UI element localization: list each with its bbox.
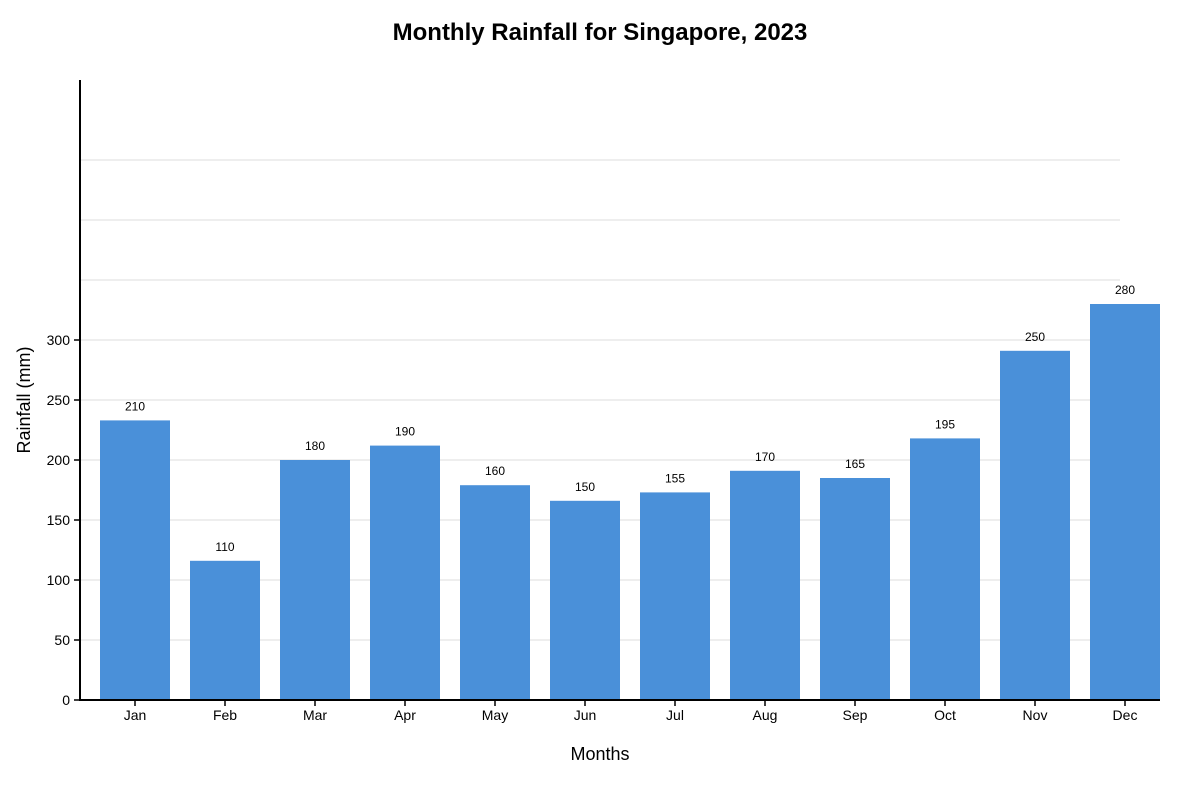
y-tick-label: 150: [47, 512, 71, 528]
x-tick-label-nov: Nov: [1023, 707, 1048, 723]
y-tick-label: 0: [62, 692, 70, 708]
y-tick-label: 300: [47, 332, 71, 348]
x-tick-label-aug: Aug: [753, 707, 778, 723]
x-axis-title: Months: [570, 744, 629, 764]
bar-sep: [820, 478, 890, 700]
bar-oct: [910, 438, 980, 700]
x-tick-label-oct: Oct: [934, 707, 956, 723]
data-label-jan: 210: [125, 399, 145, 413]
x-tick-label-jul: Jul: [666, 707, 684, 723]
data-label-aug: 170: [755, 450, 775, 464]
x-tick-label-feb: Feb: [213, 707, 237, 723]
bar-dec: [1090, 304, 1160, 700]
bar-mar: [280, 460, 350, 700]
data-label-jul: 155: [665, 471, 685, 485]
x-tick-label-dec: Dec: [1113, 707, 1138, 723]
x-tick-label-may: May: [482, 707, 508, 723]
y-tick-label: 200: [47, 452, 71, 468]
x-tick-label-mar: Mar: [303, 707, 327, 723]
bar-aug: [730, 470, 800, 700]
bar-jul: [640, 492, 710, 700]
data-label-feb: 110: [215, 540, 234, 554]
y-tick-label: 250: [47, 392, 71, 408]
axes: [74, 80, 1160, 706]
bar-apr: [370, 445, 440, 700]
data-labels: 210 110 180 190 160 150 155 170 165 195 250 280: [125, 283, 1135, 554]
data-label-apr: 190: [395, 425, 415, 439]
y-tick-label: 50: [54, 632, 70, 648]
x-tick-label-jan: Jan: [124, 707, 147, 723]
data-label-sep: 165: [845, 457, 865, 471]
x-tick-label-apr: Apr: [394, 707, 416, 723]
data-label-mar: 180: [305, 439, 325, 453]
data-label-nov: 250: [1025, 330, 1045, 344]
bar-jun: [550, 500, 620, 700]
bar-jan: [100, 420, 170, 700]
bar-feb: [190, 560, 260, 700]
bars: [100, 304, 1160, 700]
data-label-jun: 150: [575, 480, 595, 494]
tick-labels: 0 50 100 150 200 250 300 Jan Feb Mar Apr May Jun Jul A…: [47, 332, 1138, 723]
y-tick-label: 100: [47, 572, 71, 588]
data-label-oct: 195: [935, 417, 955, 431]
chart-title: Monthly Rainfall for Singapore, 2023: [393, 19, 808, 46]
bar-nov: [1000, 350, 1070, 700]
data-label-may: 160: [485, 464, 505, 478]
bar-may: [460, 485, 530, 700]
data-label-dec: 280: [1115, 283, 1135, 297]
x-tick-label-jun: Jun: [574, 707, 597, 723]
x-tick-label-sep: Sep: [843, 707, 868, 723]
y-axis-title: Rainfall (mm): [14, 346, 34, 453]
